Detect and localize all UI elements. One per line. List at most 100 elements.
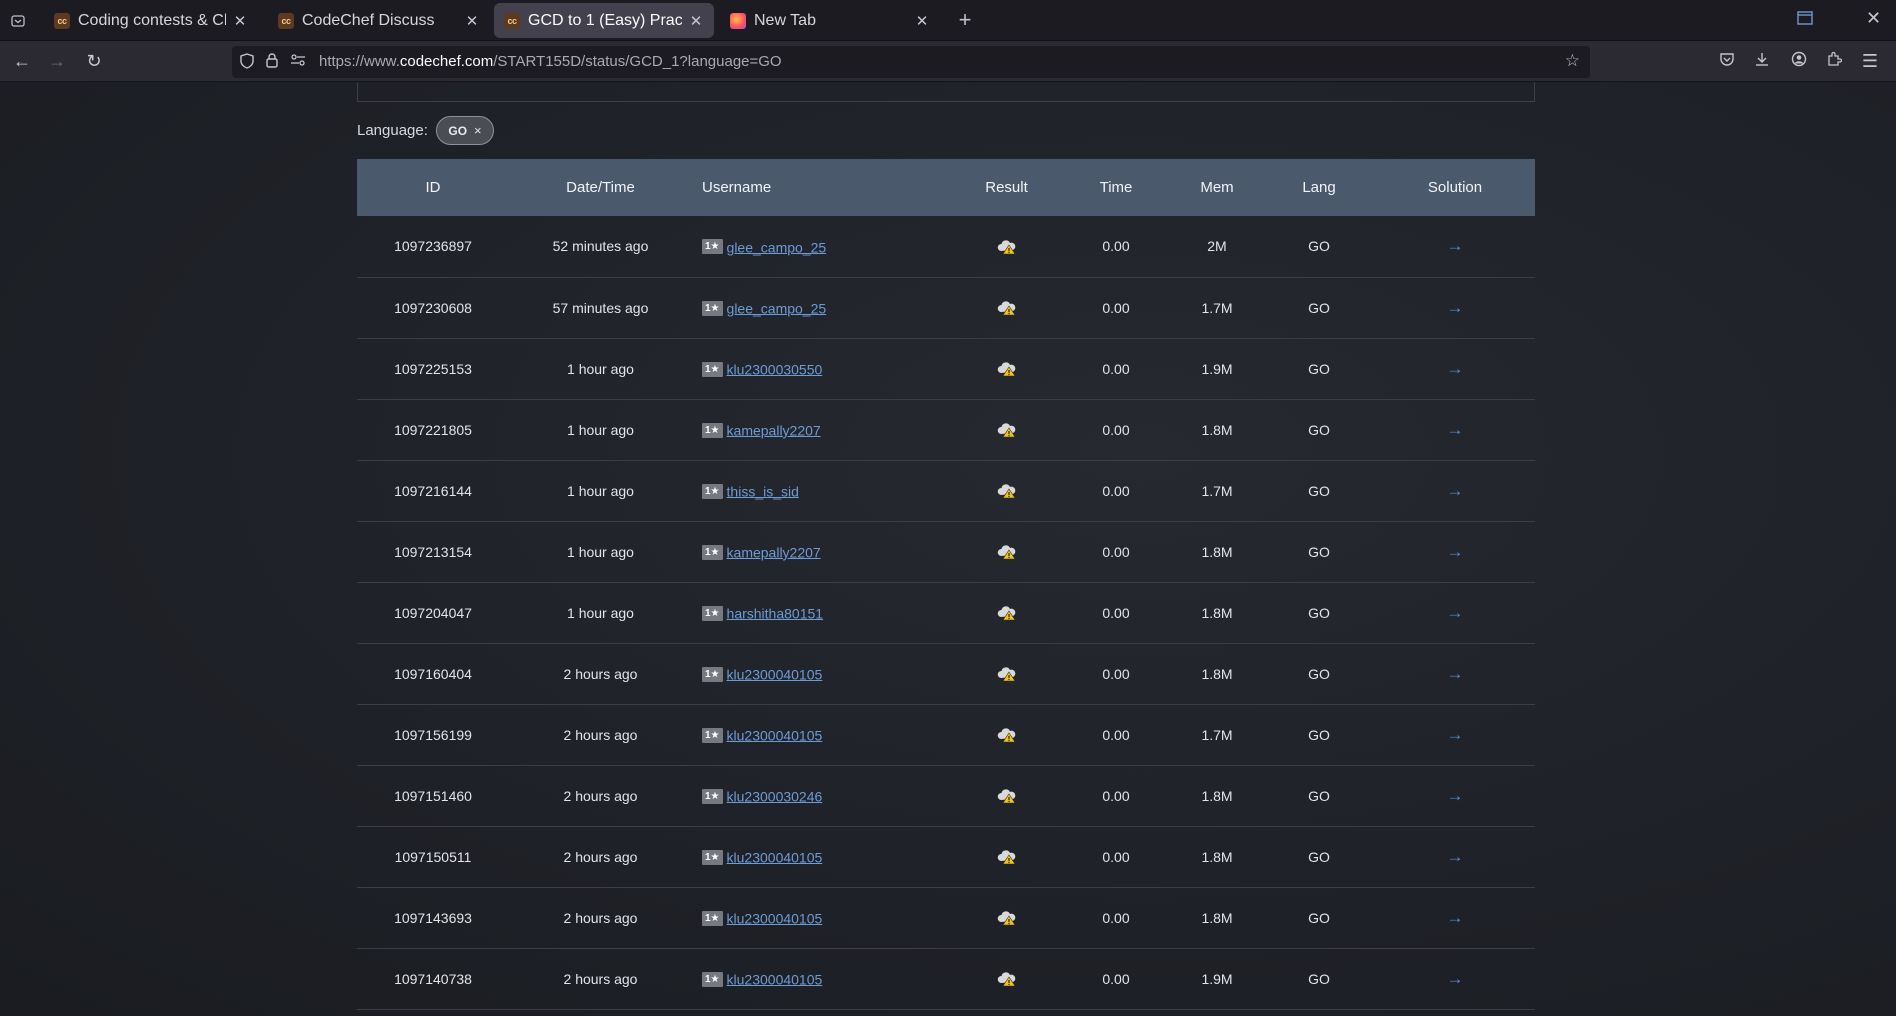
warning-cloud-icon[interactable]: [997, 483, 1017, 499]
arrow-right-icon[interactable]: →: [1446, 907, 1464, 927]
chip-remove-icon[interactable]: ×: [474, 123, 482, 138]
submission-lang: GO: [1308, 726, 1330, 743]
warning-cloud-icon[interactable]: [997, 727, 1017, 743]
submission-id: 1097230608: [394, 299, 472, 316]
arrow-right-icon[interactable]: →: [1446, 297, 1464, 317]
forward-arrow-icon[interactable]: →: [48, 51, 66, 71]
result-cell: [952, 277, 1061, 338]
tab-codechef-discuss[interactable]: cc CodeChef Discuss ✕: [268, 3, 490, 38]
shield-icon[interactable]: [240, 53, 254, 72]
submission-lang: GO: [1308, 970, 1330, 987]
tab-gcd-to-1[interactable]: cc GCD to 1 (Easy) Practice P ✕: [494, 3, 714, 38]
solution-cell: →: [1375, 216, 1535, 277]
close-window-icon[interactable]: ✕: [1866, 8, 1882, 28]
submission-mem: 1.9M: [1201, 360, 1233, 377]
submission-lang: GO: [1308, 909, 1330, 926]
username-link[interactable]: klu2300040105: [726, 910, 823, 927]
arrow-right-icon[interactable]: →: [1446, 724, 1464, 744]
table-row: 1097221805 1 hour ago 1★ kamepally2207 0.…: [357, 399, 1535, 460]
username-link[interactable]: klu2300040105: [726, 971, 823, 988]
account-icon[interactable]: [1788, 51, 1810, 73]
warning-cloud-icon[interactable]: [997, 910, 1017, 926]
restore-window-icon[interactable]: [1796, 10, 1814, 31]
submission-mem: 1.9M: [1201, 970, 1233, 987]
column-header-username[interactable]: Username: [702, 179, 772, 196]
arrow-right-icon[interactable]: →: [1446, 236, 1464, 256]
tab-list-icon[interactable]: [6, 9, 30, 33]
arrow-right-icon[interactable]: →: [1446, 846, 1464, 866]
language-chip[interactable]: GO ×: [436, 116, 494, 145]
username-link[interactable]: kamepally2207: [726, 544, 821, 561]
submission-mem: 1.8M: [1201, 848, 1233, 865]
username-link[interactable]: harshitha80151: [726, 605, 824, 622]
arrow-right-icon[interactable]: →: [1446, 358, 1464, 378]
column-header-id[interactable]: ID: [425, 179, 441, 196]
warning-cloud-icon[interactable]: [997, 361, 1017, 377]
warning-cloud-icon[interactable]: [997, 422, 1017, 438]
column-header-datetime[interactable]: Date/Time: [566, 179, 635, 196]
submission-id: 1097143693: [394, 909, 472, 926]
warning-cloud-icon[interactable]: [997, 239, 1017, 255]
tab-new-tab[interactable]: New Tab ✕: [720, 3, 940, 38]
column-header-mem[interactable]: Mem: [1200, 179, 1234, 196]
username-link[interactable]: klu2300030246: [726, 788, 823, 805]
result-cell: [952, 582, 1061, 643]
rating-badge: 1★: [702, 422, 723, 438]
arrow-right-icon[interactable]: →: [1446, 419, 1464, 439]
arrow-right-icon[interactable]: →: [1446, 541, 1464, 561]
url-bar[interactable]: https://www.codechef.com/START155D/statu…: [232, 46, 1590, 78]
warning-cloud-icon[interactable]: [997, 666, 1017, 682]
arrow-right-icon[interactable]: →: [1446, 480, 1464, 500]
filter-panel: [357, 82, 1535, 102]
warning-cloud-icon[interactable]: [997, 849, 1017, 865]
back-arrow-icon[interactable]: ←: [13, 51, 31, 71]
downloads-icon[interactable]: [1751, 51, 1773, 73]
username-link[interactable]: thiss_is_sid: [726, 483, 799, 500]
username-link[interactable]: klu2300030550: [726, 361, 823, 378]
submission-mem: 1.8M: [1201, 604, 1233, 621]
lock-icon[interactable]: [266, 53, 278, 71]
submissions-table: ID Date/Time Username Result Time Mem La…: [357, 159, 1535, 1010]
warning-cloud-icon[interactable]: [997, 544, 1017, 560]
bookmark-star-icon[interactable]: ☆: [1564, 51, 1580, 70]
username-link[interactable]: klu2300040105: [726, 849, 823, 866]
submission-datetime: 57 minutes ago: [552, 299, 649, 316]
arrow-right-icon[interactable]: →: [1446, 968, 1464, 988]
reload-icon[interactable]: ↻: [86, 51, 102, 71]
column-header-solution[interactable]: Solution: [1427, 179, 1483, 196]
arrow-right-icon[interactable]: →: [1446, 785, 1464, 805]
close-icon[interactable]: ✕: [233, 12, 247, 30]
column-header-lang[interactable]: Lang: [1302, 179, 1336, 196]
warning-cloud-icon[interactable]: [997, 605, 1017, 621]
submission-id: 1097216144: [394, 482, 472, 499]
tab-coding-contests[interactable]: cc Coding contests & Challe ✕: [44, 3, 258, 38]
rating-badge: 1★: [702, 605, 723, 621]
close-icon[interactable]: ✕: [915, 12, 929, 30]
arrow-right-icon[interactable]: →: [1446, 663, 1464, 683]
username-cell: 1★ klu2300030550: [692, 338, 952, 399]
menu-icon[interactable]: ☰: [1861, 51, 1879, 71]
codechef-favicon-icon: cc: [54, 12, 70, 29]
username-link[interactable]: klu2300040105: [726, 727, 823, 744]
submission-id: 1097140738: [394, 970, 472, 987]
column-header-time[interactable]: Time: [1099, 179, 1133, 196]
extensions-icon[interactable]: [1823, 51, 1845, 73]
url-prefix: https://www.: [319, 53, 400, 70]
result-cell: [952, 521, 1061, 582]
site-permissions-icon[interactable]: [290, 53, 306, 70]
arrow-right-icon[interactable]: →: [1446, 602, 1464, 622]
username-link[interactable]: glee_campo_25: [726, 300, 827, 317]
warning-cloud-icon[interactable]: [997, 788, 1017, 804]
pocket-icon[interactable]: [1716, 51, 1738, 73]
new-tab-icon[interactable]: +: [958, 7, 972, 32]
warning-cloud-icon[interactable]: [997, 300, 1017, 316]
url-text[interactable]: https://www.codechef.com/START155D/statu…: [319, 53, 782, 70]
username-link[interactable]: glee_campo_25: [726, 238, 827, 255]
username-link[interactable]: kamepally2207: [726, 422, 821, 439]
tab-title: New Tab: [754, 11, 816, 29]
warning-cloud-icon[interactable]: [997, 971, 1017, 987]
close-icon[interactable]: ✕: [689, 12, 703, 30]
close-icon[interactable]: ✕: [465, 12, 479, 30]
column-header-result[interactable]: Result: [985, 179, 1028, 196]
username-link[interactable]: klu2300040105: [726, 666, 823, 683]
